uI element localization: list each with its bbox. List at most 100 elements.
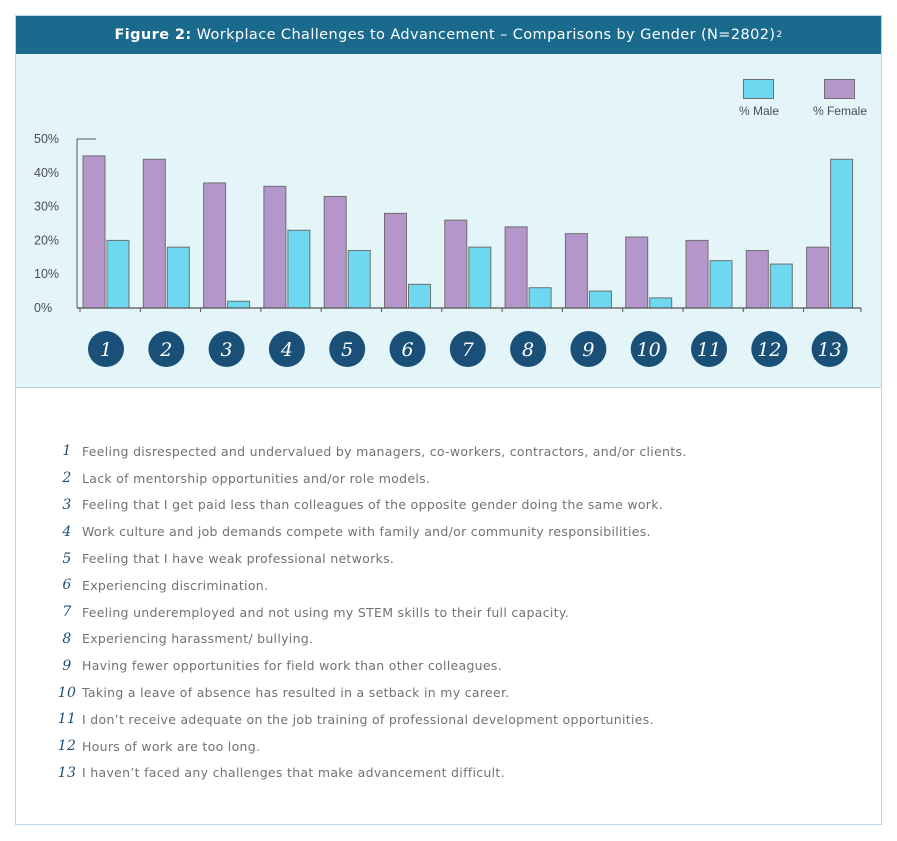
list-item-number: 11: [57, 711, 77, 728]
chart-panel: 0% 10% 20% 30% 40% 50% 1 2 3 4 5 6 7 8 9 10 11 12 13 % Mal…: [16, 54, 881, 388]
bar-female: [444, 219, 468, 309]
list-item: 8 Experiencing harassment/ bullying.: [52, 626, 687, 653]
category-badge: [148, 331, 185, 367]
list-item-number: 2: [62, 470, 72, 487]
category-label: 6: [401, 339, 413, 361]
list-item-number: 12: [57, 738, 77, 755]
list-item-text: Lack of mentorship opportunities and/or …: [82, 470, 431, 486]
challenge-list: 1 Feeling disrespected and undervalued by…: [52, 438, 687, 786]
bar-female: [685, 239, 709, 309]
bar-female: [564, 233, 588, 309]
legend-swatch-female: [824, 79, 856, 99]
list-item-text: Work culture and job demands compete wit…: [82, 524, 651, 540]
list-item-text: Feeling that I get paid less than collea…: [82, 497, 664, 513]
legend-label-female: % Female: [812, 104, 867, 118]
bar-female: [203, 182, 227, 309]
list-item-text: Hours of work are too long.: [82, 738, 261, 754]
list-item-number: 1: [62, 443, 72, 460]
list-item: 10 Taking a leave of absence has resulted…: [52, 679, 687, 706]
category-label: 7: [462, 339, 475, 361]
list-item: 11 I don’t receive adequate on the job tr…: [52, 706, 687, 733]
category-label: 1: [100, 339, 112, 361]
bar-male: [649, 297, 673, 309]
bar-male: [588, 290, 612, 309]
list-item-number: 5: [62, 550, 72, 567]
list-item: 9 Having fewer opportunities for field wo…: [52, 652, 687, 679]
bar-female: [82, 155, 106, 309]
list-item: 4 Work culture and job demands compete wi…: [52, 518, 687, 545]
list-item-number: 10: [57, 684, 77, 701]
bar-male: [227, 300, 251, 309]
bar-female: [745, 250, 769, 309]
category-badge: [88, 331, 124, 367]
bar-male: [528, 287, 552, 309]
category-badge: [751, 331, 788, 367]
list-item-number: 3: [62, 496, 72, 513]
category-badge: [510, 331, 547, 367]
category-label: 11: [697, 339, 721, 361]
category-label: 5: [341, 339, 353, 361]
category-badge: [570, 331, 607, 367]
bar-female: [504, 226, 528, 309]
list-item-text: Feeling disrespected and undervalued by …: [82, 443, 687, 459]
category-label: 8: [522, 339, 534, 361]
figure-title: Workplace Challenges to Advancement – Co…: [196, 27, 776, 43]
list-item: 1 Feeling disrespected and undervalued by…: [52, 438, 687, 465]
bar-female: [323, 195, 347, 309]
category-label: 9: [582, 339, 594, 361]
y-tick-label: 40%: [34, 166, 59, 180]
legend-swatch-male: [743, 79, 775, 99]
legend-item-female: % Female: [813, 79, 867, 118]
category-badge: [208, 331, 245, 367]
list-item: 5 Feeling that I have weak professional n…: [52, 545, 687, 572]
list-item-number: 9: [62, 657, 72, 674]
footnote-marker: 2: [776, 30, 783, 40]
bar-female: [625, 236, 649, 309]
list-item: 12 Hours of work are too long.: [52, 733, 687, 760]
bar-male: [287, 229, 311, 309]
category-label: 4: [280, 339, 293, 361]
bar-female: [384, 212, 407, 309]
category-badge: [811, 331, 848, 367]
bar-female: [263, 185, 287, 309]
bar-male: [166, 246, 190, 309]
bar-male: [769, 263, 793, 309]
bar-female: [806, 246, 830, 309]
category-badge: [268, 331, 305, 367]
bar-male: [830, 158, 854, 309]
category-label: 12: [757, 339, 781, 361]
list-item-number: 8: [62, 630, 72, 647]
list-item-number: 7: [62, 604, 72, 621]
list-item-number: 6: [62, 577, 72, 594]
bar-male: [106, 239, 130, 309]
legend-label-male: % Male: [738, 104, 779, 118]
bar-chart: 0%10%20%30%40%50%1 2 3 4 5 6 7 8 9 10 11 12 13: [34, 132, 862, 367]
list-item-text: I don’t receive adequate on the job trai…: [82, 711, 654, 727]
category-label: 10: [637, 339, 661, 361]
list-item-text: Experiencing discrimination.: [82, 577, 269, 593]
bar-male: [408, 283, 431, 309]
category-label: 13: [818, 339, 842, 361]
category-badge: [691, 331, 727, 367]
figure-frame: Figure 2: Workplace Challenges to Advanc…: [15, 15, 882, 825]
figure-header: Figure 2: Workplace Challenges to Advanc…: [16, 16, 881, 54]
figure-label: Figure 2:: [114, 27, 192, 43]
category-badge: [630, 331, 667, 367]
list-item-text: Taking a leave of absence has resulted i…: [82, 685, 510, 701]
category-badge: [329, 331, 366, 367]
list-item: 2 Lack of mentorship opportunities and/or…: [52, 465, 687, 492]
list-item: 13 I haven’t faced any challenges that ma…: [52, 760, 687, 787]
bar-male: [468, 246, 492, 309]
y-tick-label: 20%: [34, 233, 59, 247]
list-item-number: 4: [62, 523, 72, 540]
category-label: 3: [221, 339, 233, 361]
list-item-number: 13: [57, 764, 77, 781]
list-item-text: Having fewer opportunities for field wor…: [82, 658, 502, 674]
category-badge: [389, 331, 426, 367]
list-item: 6 Experiencing discrimination.: [52, 572, 687, 599]
category-badge: [449, 331, 486, 367]
list-item-text: Feeling underemployed and not using my S…: [82, 604, 570, 620]
bar-male: [709, 260, 733, 309]
list-item-text: I haven’t faced any challenges that make…: [82, 765, 505, 781]
y-tick-label: 50%: [34, 132, 59, 146]
